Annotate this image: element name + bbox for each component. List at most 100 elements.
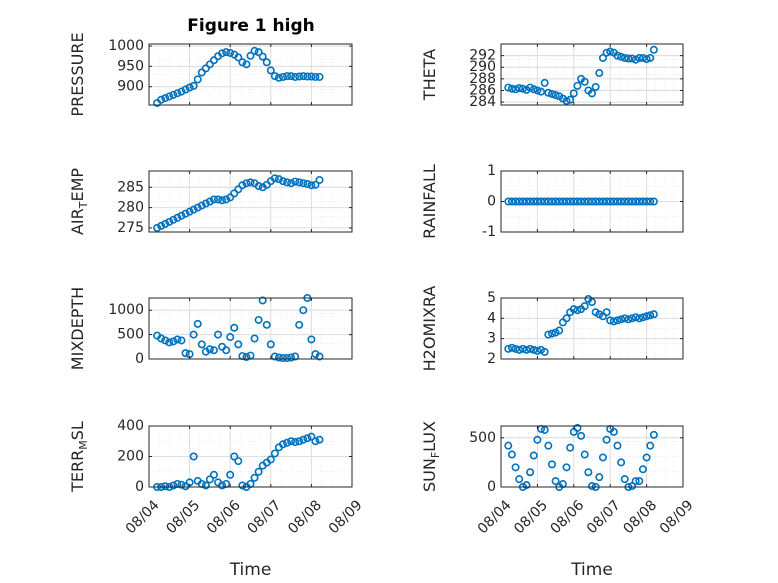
data-point — [602, 435, 611, 444]
data-point — [649, 197, 658, 206]
data-point — [287, 437, 296, 446]
data-point — [189, 81, 198, 90]
data-point — [598, 197, 607, 206]
y-axis-label: TERRMSL — [68, 421, 90, 493]
data-point — [504, 83, 513, 92]
data-point — [620, 314, 629, 323]
data-point — [573, 306, 582, 315]
y-tick-label: 400 — [117, 418, 144, 434]
data-point — [266, 455, 275, 464]
data-point — [197, 340, 206, 349]
data-point — [529, 345, 538, 354]
data-point — [569, 89, 578, 98]
data-point — [613, 441, 622, 450]
y-tick-label: 286 — [469, 82, 496, 98]
data-point — [595, 473, 604, 482]
data-point — [311, 437, 320, 446]
data-point — [551, 91, 560, 100]
data-point — [189, 452, 198, 461]
data-point — [642, 55, 651, 64]
data-point — [230, 452, 239, 461]
y-axis-label: RAINFALL — [420, 164, 439, 239]
data-point — [580, 302, 589, 311]
data-point — [620, 475, 629, 484]
data-point — [587, 89, 596, 98]
data-point — [609, 317, 618, 326]
data-point — [173, 213, 182, 222]
data-point — [613, 316, 622, 325]
y-tick-label: 0 — [135, 351, 144, 367]
data-point — [173, 335, 182, 344]
data-point — [218, 49, 227, 58]
data-point — [511, 344, 520, 353]
data-point — [193, 319, 202, 328]
data-point — [606, 316, 615, 325]
data-point — [230, 323, 239, 332]
data-point — [613, 197, 622, 206]
data-point — [242, 60, 251, 69]
data-point — [613, 51, 622, 60]
data-point — [646, 53, 655, 62]
data-point — [193, 203, 202, 212]
data-point — [628, 314, 637, 323]
data-point — [238, 181, 247, 190]
data-point — [295, 72, 304, 81]
data-point — [161, 219, 170, 228]
data-point — [638, 313, 647, 322]
data-point — [315, 435, 324, 444]
data-point — [157, 221, 166, 230]
data-point — [295, 178, 304, 187]
data-point — [270, 174, 279, 183]
data-point — [274, 73, 283, 82]
y-axis-label: MIXDEPTH — [68, 287, 87, 370]
data-point — [254, 315, 263, 324]
y-axis-label: AIRTEMP — [68, 168, 90, 235]
data-point — [631, 197, 640, 206]
data-point — [544, 330, 553, 339]
data-point — [283, 72, 292, 81]
data-point — [250, 46, 259, 55]
data-point — [577, 197, 586, 206]
data-point — [173, 89, 182, 98]
data-point — [522, 481, 531, 490]
data-point — [504, 441, 513, 450]
data-point — [157, 334, 166, 343]
data-point — [562, 463, 571, 472]
data-point — [238, 481, 247, 490]
data-point — [242, 353, 251, 362]
data-point — [624, 54, 633, 63]
y-tick-label: 290 — [469, 59, 496, 75]
y-tick-label: 0 — [487, 194, 496, 210]
data-point — [287, 353, 296, 362]
data-point — [205, 60, 214, 69]
data-point — [234, 340, 243, 349]
data-point — [222, 195, 231, 204]
data-point — [218, 196, 227, 205]
axes-frame — [500, 297, 684, 360]
y-axis-label: H2OMIXRA — [420, 286, 439, 372]
data-point — [598, 453, 607, 462]
data-point — [205, 345, 214, 354]
y-tick-label: 500 — [117, 327, 144, 343]
data-point — [201, 481, 210, 490]
data-point — [646, 311, 655, 320]
data-point — [291, 72, 300, 81]
data-point — [169, 215, 178, 224]
data-point — [595, 69, 604, 78]
data-point — [165, 338, 174, 347]
data-point — [606, 47, 615, 56]
data-point — [161, 482, 170, 491]
y-tick-label: 284 — [469, 94, 496, 110]
y-tick-label: 3 — [487, 331, 496, 347]
y-tick-label: 0 — [135, 479, 144, 495]
data-point — [161, 94, 170, 103]
data-point — [515, 84, 524, 93]
data-point — [551, 477, 560, 486]
y-tick-label: 288 — [469, 71, 496, 87]
data-point — [278, 440, 287, 449]
data-point — [555, 197, 564, 206]
data-point — [299, 72, 308, 81]
data-point — [283, 438, 292, 447]
data-point — [609, 427, 618, 436]
data-point — [165, 217, 174, 226]
